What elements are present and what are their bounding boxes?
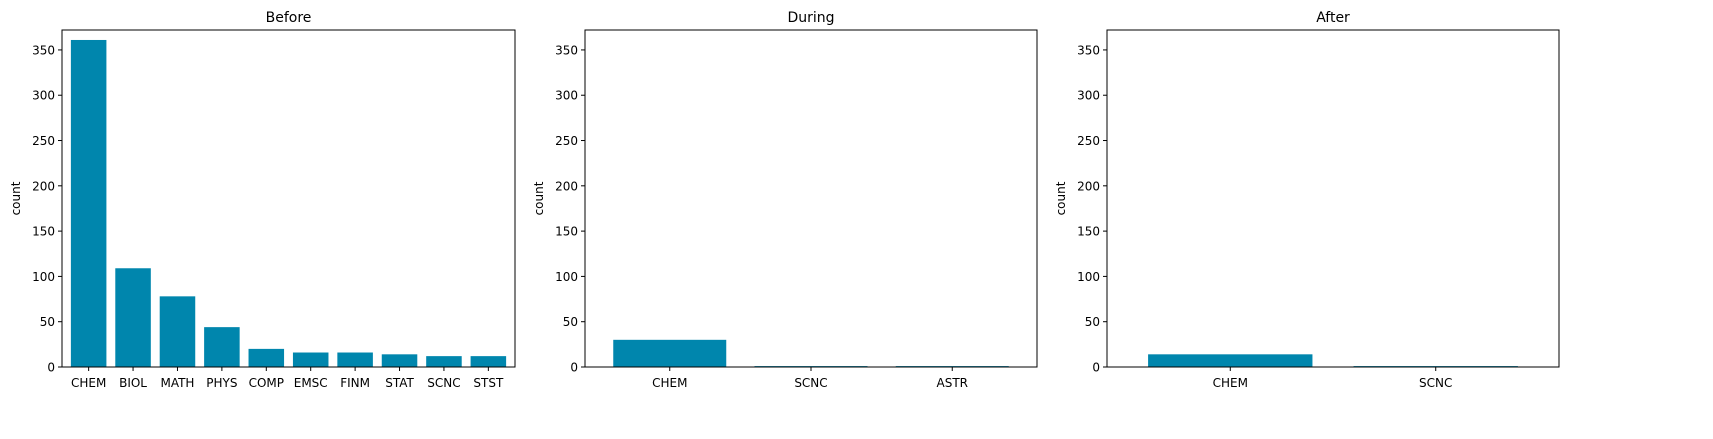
y-axis-label: count [532, 181, 546, 215]
y-tick-label: 100 [555, 270, 578, 284]
x-tick-label: CHEM [71, 376, 106, 390]
plot-frame [61, 29, 516, 368]
x-tick-label: SCNC [794, 376, 827, 390]
bar-chem [1148, 354, 1313, 367]
plot-frame [1106, 29, 1560, 368]
x-tick-label: STAT [385, 376, 414, 390]
bar-scnc [426, 356, 462, 367]
y-tick-label: 100 [32, 270, 55, 284]
y-tick-label: 150 [1077, 225, 1100, 239]
bar-stst [470, 356, 507, 367]
x-tick-label: BIOL [119, 376, 147, 390]
y-tick-label: 200 [555, 179, 578, 193]
y-tick-label: 200 [32, 179, 55, 193]
plot-frame [584, 29, 1038, 368]
x-tick-label: MATH [160, 376, 194, 390]
x-tick-label: STST [473, 376, 504, 390]
y-tick-label: 250 [1077, 134, 1100, 148]
x-tick-label: FINM [340, 376, 370, 390]
y-tick-label: 350 [555, 43, 578, 57]
y-tick-label: 350 [1077, 43, 1100, 57]
x-tick-label: CHEM [1213, 376, 1248, 390]
y-tick-label: 0 [47, 361, 55, 375]
bar-math [159, 296, 196, 367]
y-tick-label: 250 [32, 134, 55, 148]
y-tick-label: 50 [40, 315, 55, 329]
x-tick-label: PHYS [206, 376, 237, 390]
chart-title: Before [266, 10, 312, 26]
x-tick-label: SCNC [427, 376, 460, 390]
y-tick-label: 150 [555, 225, 578, 239]
chart-panel-after: CHEM SCNC 0 50 100 150 200 250 300 350 After count [1054, 10, 1560, 390]
bar-stat [381, 354, 418, 367]
bar-chem [70, 39, 107, 367]
bar-finm [337, 352, 373, 367]
y-tick-label: 0 [570, 361, 578, 375]
y-tick-label: 300 [555, 89, 578, 103]
x-tick-label: ASTR [937, 376, 969, 390]
y-tick-label: 250 [555, 134, 578, 148]
y-tick-label: 350 [32, 43, 55, 57]
y-axis-label: count [9, 181, 23, 215]
y-axis-label: count [1054, 181, 1068, 215]
x-tick-label: CHEM [652, 376, 687, 390]
y-tick-label: 300 [32, 89, 55, 103]
x-tick-label: EMSC [294, 376, 328, 390]
bar-chem [613, 339, 727, 367]
bar-biol [115, 268, 151, 367]
bar-phys [204, 327, 240, 367]
y-tick-label: 150 [32, 225, 55, 239]
y-tick-label: 50 [1085, 315, 1100, 329]
y-tick-label: 300 [1077, 89, 1100, 103]
chart-panel-before: CHEM BIOL MATH PHYS COMP EMSC FINM STAT SCNC STST… [9, 10, 516, 390]
y-tick-label: 100 [1077, 270, 1100, 284]
y-tick-label: 0 [1092, 361, 1100, 375]
chart-panel-during: CHEM SCNC ASTR 0 50 100 150 200 250 300 350 During c… [532, 10, 1038, 390]
bar-emsc [292, 352, 329, 367]
x-tick-label: SCNC [1419, 376, 1452, 390]
y-tick-label: 200 [1077, 179, 1100, 193]
chart-title: During [787, 10, 834, 26]
x-tick-label: COMP [249, 376, 284, 390]
y-tick-label: 50 [563, 315, 578, 329]
bar-comp [248, 348, 285, 367]
chart-title: After [1316, 10, 1350, 26]
